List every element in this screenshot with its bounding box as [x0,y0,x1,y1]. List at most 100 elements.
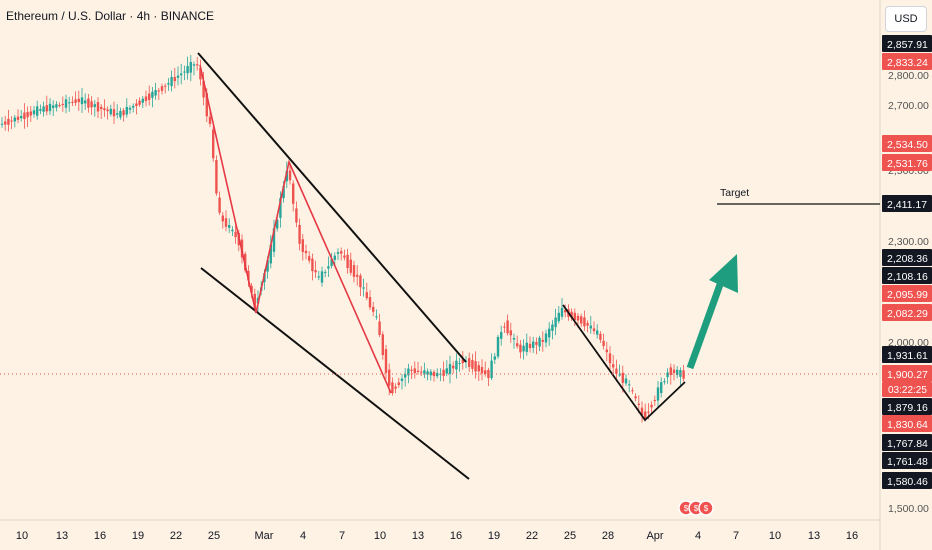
candle-body [314,270,317,273]
candle-body [535,341,538,345]
chart-title: Ethereum / U.S. Dollar · 4h · BINANCE [6,9,215,23]
price-label-text: 2,082.29 [887,308,928,320]
candle-body [573,312,576,321]
candle [407,363,410,384]
candle-body [538,337,541,347]
currency-button[interactable]: USD [885,6,927,32]
candle [317,270,320,281]
candle [29,106,32,122]
candle-body [218,197,221,213]
x-tick-label: 4 [695,530,701,542]
candle [132,103,135,113]
candle [439,368,442,382]
candle [368,290,372,310]
candle-body [208,116,212,124]
candle-body [160,86,164,91]
candle-body [452,365,455,369]
x-tick-label: 10 [769,530,781,542]
price-label-box [882,452,932,469]
price-label: 2,531.76 [882,154,932,171]
price-label-box [882,285,932,302]
candle [154,82,157,100]
candle [192,61,196,76]
x-tick-label: 13 [56,530,68,542]
x-tick-label: 7 [339,530,345,542]
candle [554,308,557,336]
candle [39,104,42,115]
candle [135,99,138,115]
candle-body [266,260,269,272]
candle [144,90,148,107]
candle-body [522,345,525,352]
candle [160,83,164,95]
x-tick-label: 10 [374,530,386,542]
candle-body [189,62,192,73]
candle-body [672,369,676,374]
candle-body [186,66,189,74]
candle [631,387,634,394]
price-label: 2,208.36 [882,249,932,266]
candle [410,365,413,380]
candle-body [528,343,532,349]
candle-body [212,129,215,159]
candle [461,351,464,370]
candle [436,368,439,379]
candle-body [634,396,637,399]
candle [356,265,359,286]
candle-body [330,259,333,266]
candle [394,383,397,394]
candle-body [154,89,157,96]
candle [362,278,365,297]
price-label-box [882,415,932,432]
event-icon: $ [698,500,714,516]
price-label-text: 2,108.16 [887,271,928,283]
candle-body [669,367,672,375]
candle-body [429,371,432,376]
candle-body [596,330,599,335]
candle [644,403,647,422]
price-label: 1,900.27 03:22:25 [882,365,932,397]
price-label-text: 2,095.99 [887,289,928,301]
candle [372,301,375,317]
candle-body [615,368,618,374]
candle-body [42,106,45,112]
price-label: 2,833.24 [882,53,932,70]
candle [298,218,301,251]
candle-body [301,239,304,252]
price-label-text: 1,767.84 [887,438,928,450]
candle-body [570,311,573,318]
candle-body [413,368,416,374]
candle [224,210,228,232]
candle-body [141,98,144,103]
candle [628,380,631,393]
candle-body [324,271,327,273]
candle [541,331,544,352]
candle [26,106,29,127]
price-label: 2,411.17 [882,195,932,212]
candle-body [388,369,391,386]
candle-body [308,256,311,261]
price-label-box [882,53,932,70]
price-label-box [882,249,932,266]
candle [336,248,340,260]
candle [301,234,304,261]
candle-body [247,270,250,281]
candle [682,365,685,382]
candle [87,93,90,113]
candle [148,85,151,106]
x-tick-label: 22 [170,530,182,542]
candle [352,260,356,283]
countdown-box [882,382,932,397]
candle [74,91,77,106]
candle-body [621,372,624,383]
candle [327,256,330,278]
candle [10,116,13,130]
candle-body [496,336,500,357]
candle [4,115,7,131]
candle [64,94,68,114]
candle [468,352,471,372]
candle-body [480,367,484,374]
candle-body [272,228,276,252]
candle-body [128,107,132,110]
